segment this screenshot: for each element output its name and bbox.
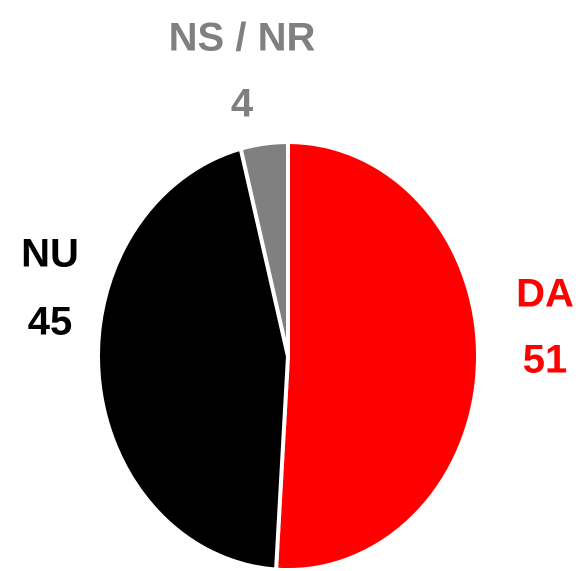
slice-label: NU [21,232,79,276]
slice-label: DA [516,272,574,316]
slice-value: 4 [231,82,254,126]
pie-slice [238,140,290,358]
pie-slice [96,146,290,571]
slice-value: 45 [28,300,73,344]
slice-value: 51 [523,338,568,382]
slice-label: NS / NR [169,16,316,60]
pie-slice [274,140,480,571]
